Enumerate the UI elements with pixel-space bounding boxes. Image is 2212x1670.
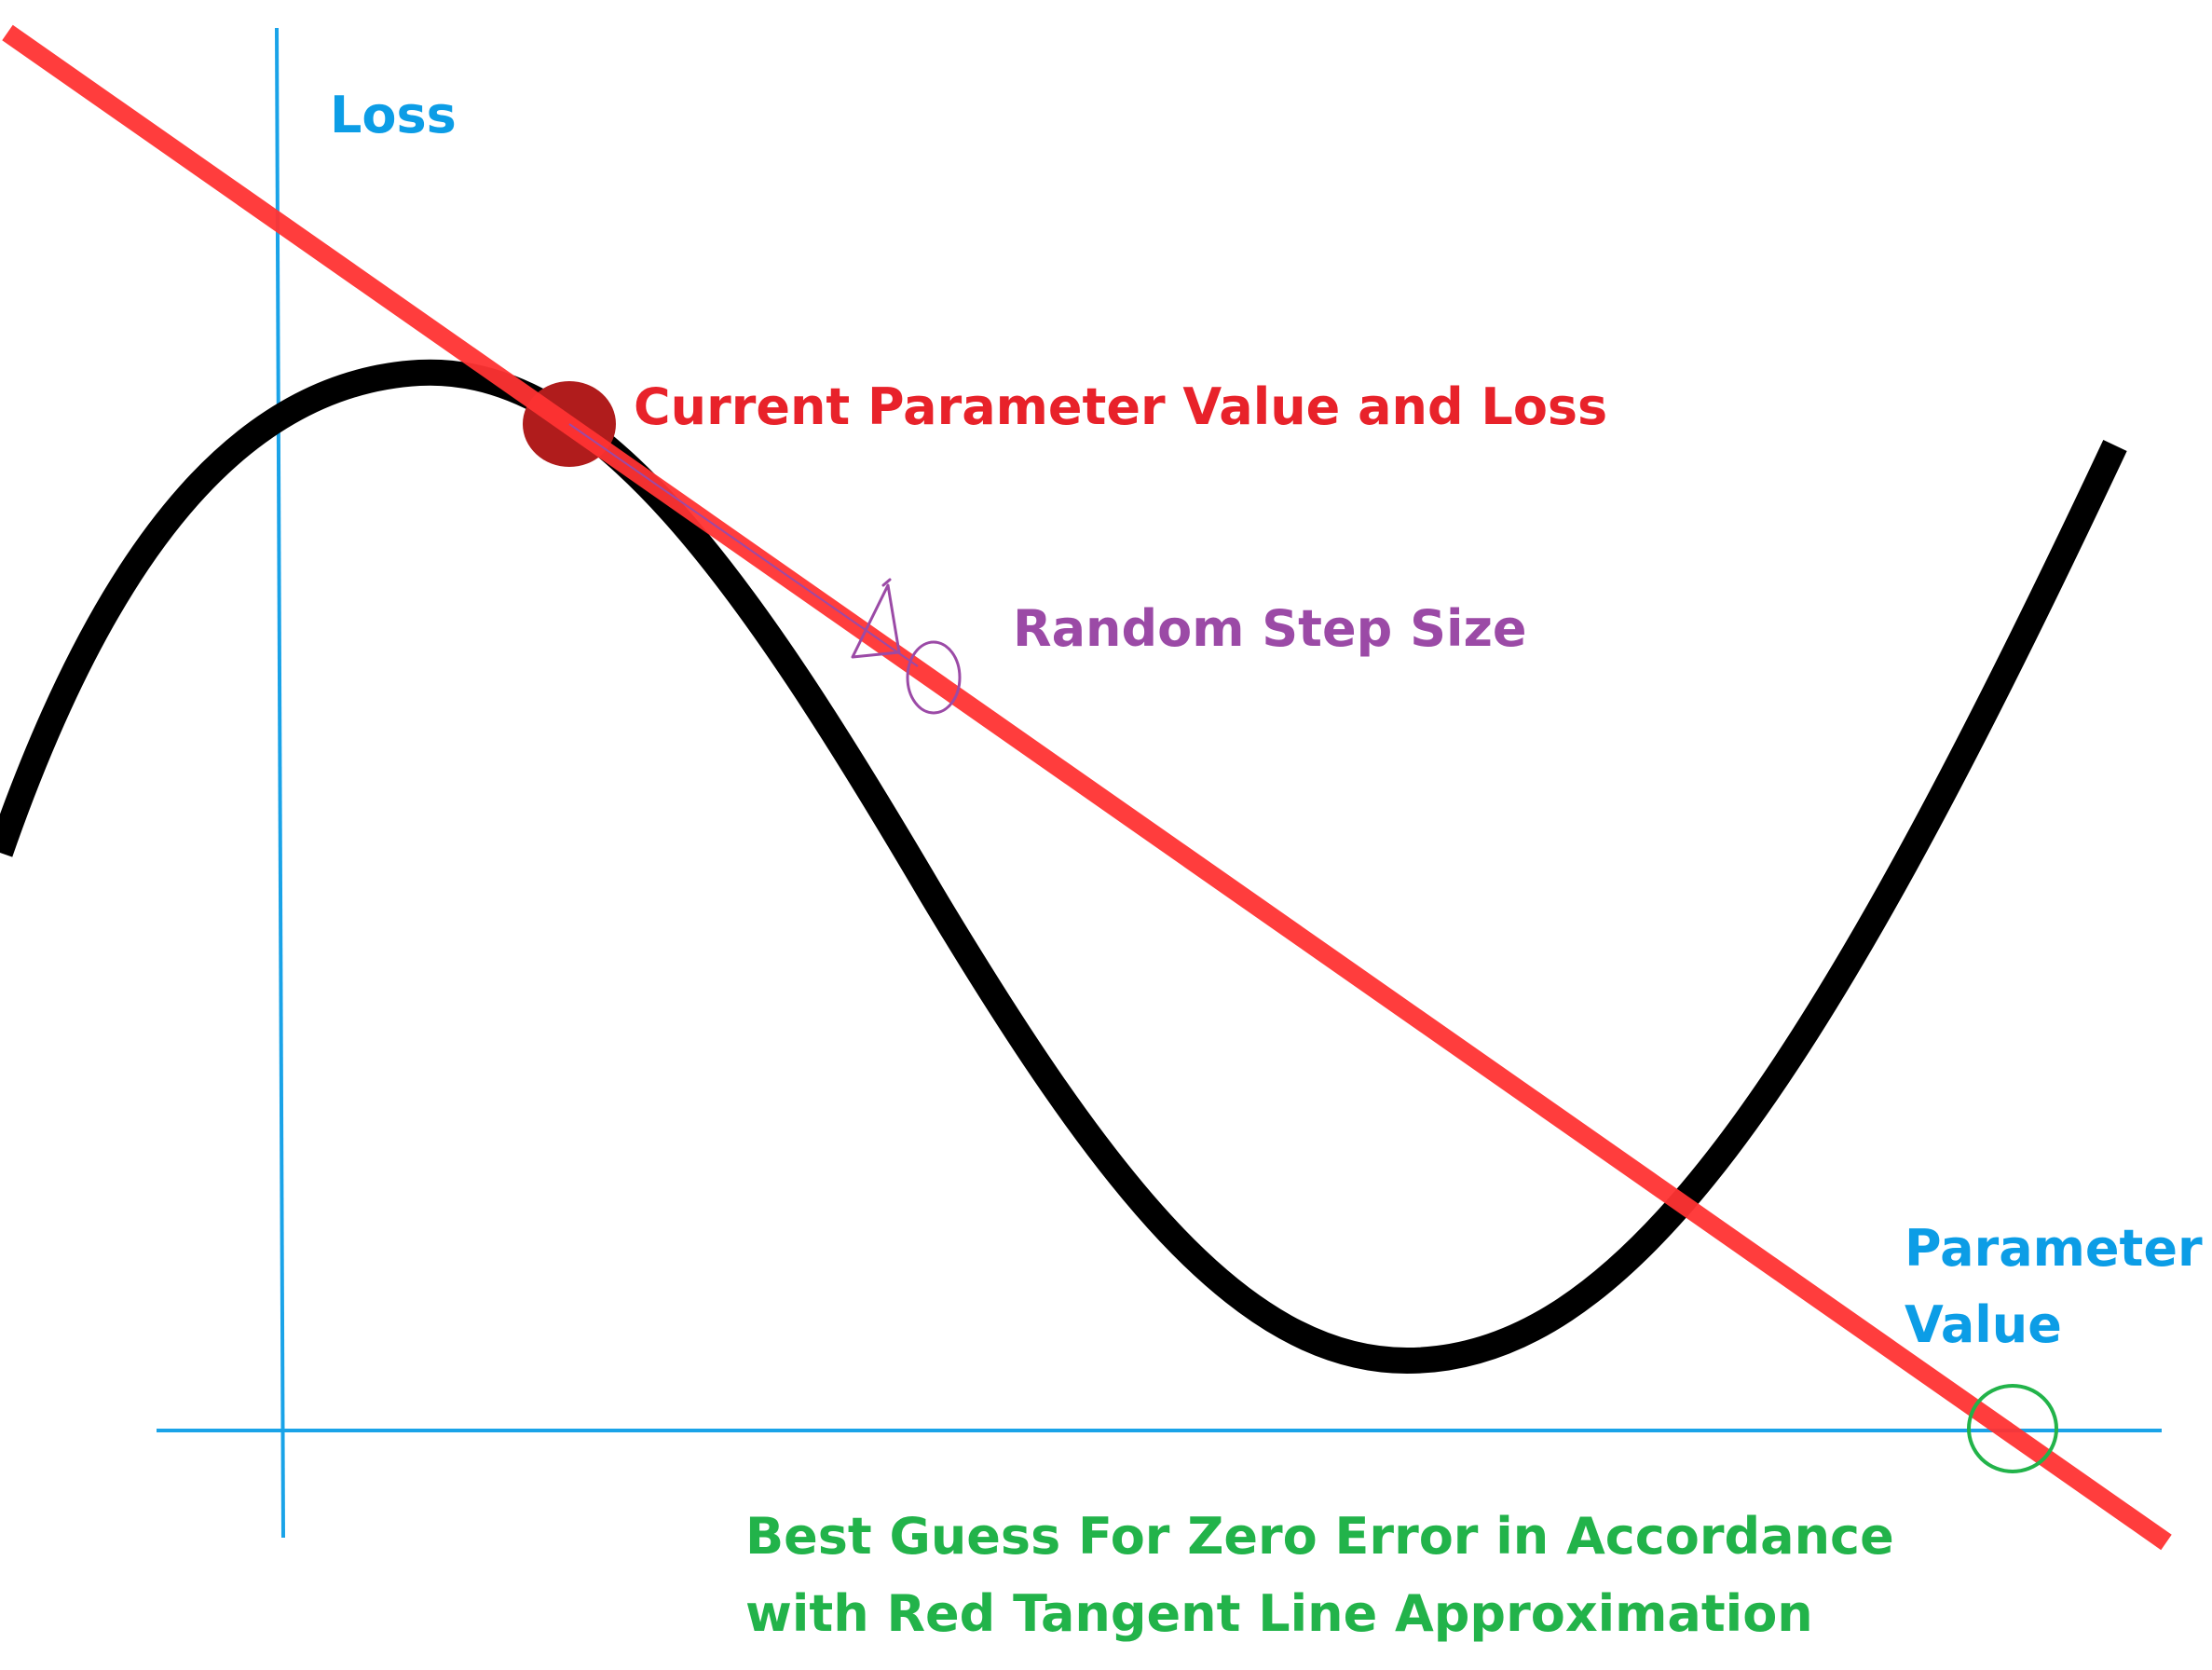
loss-curve [0, 359, 2127, 1375]
best-guess-label-line1: Best Guess For Zero Error in Accordance [745, 1507, 1894, 1566]
tangent-line [2, 24, 2172, 1551]
step-size-label: Random Step Size [1013, 599, 1527, 658]
x-axis-label-line2: Value [1905, 1295, 2062, 1354]
y-axis-line [275, 27, 285, 1539]
step-segment [568, 423, 919, 667]
delta-theta-symbol [851, 578, 962, 715]
best-guess-circle [1967, 1384, 2058, 1473]
y-axis-label: Loss [330, 86, 457, 144]
x-axis-label-line1: Parameter [1905, 1219, 2203, 1278]
best-guess-label-line2: with Red Tangent Line Approximation [745, 1584, 1813, 1643]
current-point-label: Current Parameter Value and Loss [634, 377, 1607, 436]
